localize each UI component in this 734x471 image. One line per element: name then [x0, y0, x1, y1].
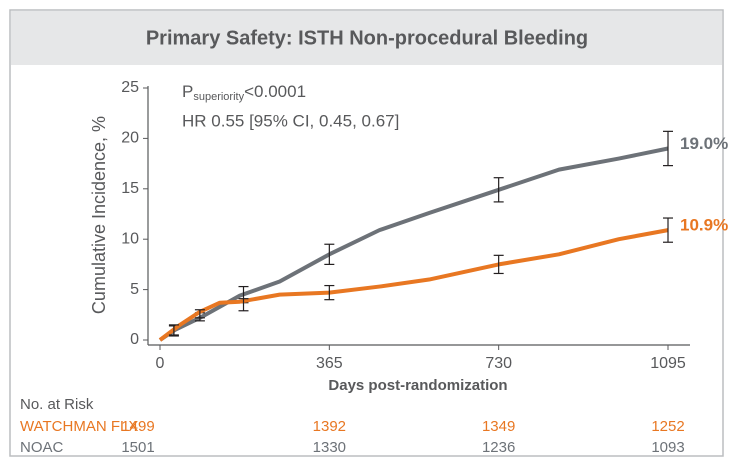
risk-count: 1499 [121, 418, 154, 435]
x-tick-label: 730 [485, 355, 512, 372]
error-bar [663, 217, 673, 243]
y-axis-title: Cumulative Incidence, % [89, 116, 109, 314]
risk-row-label: NOAC [20, 439, 64, 456]
risk-count: 1236 [482, 439, 515, 456]
p-number: <0.0001 [244, 82, 306, 101]
curve [158, 146, 669, 342]
y-tick-label: 0 [130, 331, 139, 348]
error-bar [324, 284, 335, 301]
y-tick-label: 20 [121, 130, 139, 147]
error-bar [493, 254, 504, 275]
error-bar [663, 130, 673, 167]
end-label: 10.9% [680, 216, 728, 235]
chart-title: Primary Safety: ISTH Non-procedural Blee… [146, 27, 588, 49]
y-tick-label: 25 [121, 79, 139, 96]
p-symbol: P [182, 82, 193, 101]
risk-count: 1252 [651, 418, 684, 435]
error-bar [194, 309, 205, 319]
risk-table-title: No. at Risk [20, 396, 94, 413]
y-tick-label: 10 [121, 230, 139, 247]
error-bar [168, 324, 179, 336]
risk-count: 1093 [651, 439, 684, 456]
x-tick-label: 0 [156, 355, 165, 372]
x-axis-title: Days post-randomization [328, 377, 507, 394]
risk-count: 1349 [482, 418, 515, 435]
end-label: 19.0% [680, 134, 728, 153]
error-bar [238, 298, 249, 312]
risk-count: 1501 [121, 439, 154, 456]
p-subscript: superiority [193, 91, 244, 103]
frame [9, 9, 724, 457]
error-bar [324, 243, 335, 265]
x-tick-label: 365 [316, 355, 343, 372]
risk-count: 1392 [313, 418, 346, 435]
risk-count: 1330 [313, 439, 346, 456]
x-tick-label: 1095 [650, 355, 686, 372]
risk-row-label: WATCHMAN FLX [20, 418, 138, 435]
hazard-ratio: HR 0.55 [95% CI, 0.45, 0.67] [182, 111, 399, 130]
header-band [11, 11, 722, 65]
y-tick-label: 5 [130, 281, 139, 298]
y-tick-label: 15 [121, 180, 139, 197]
p-value: Psuperiority<0.0001 [182, 82, 306, 102]
error-bar [493, 177, 504, 203]
